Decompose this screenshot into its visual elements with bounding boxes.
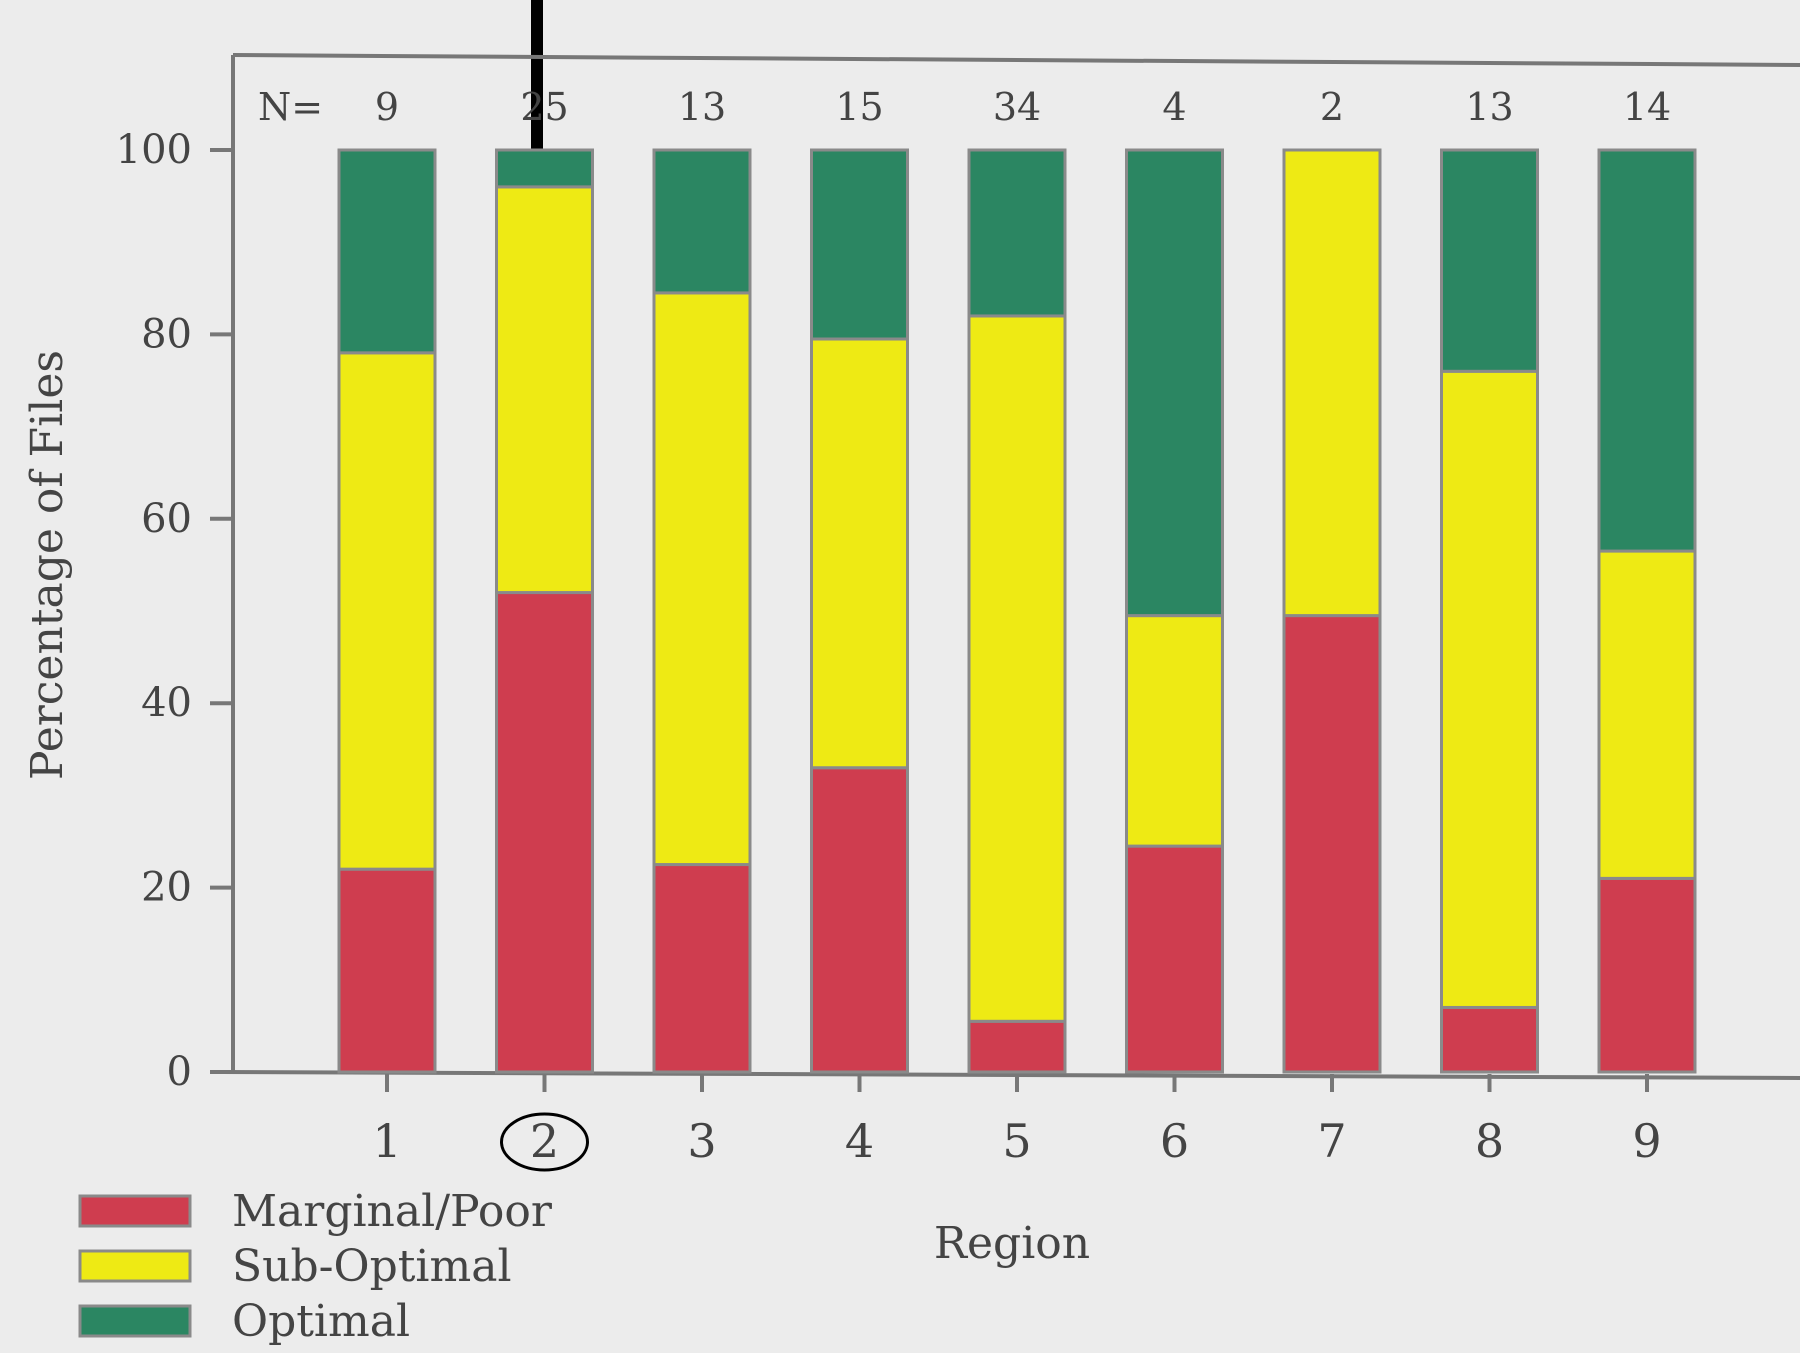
y-tick-label: 100 [116,127,192,173]
bar-column-2 [495,148,594,1074]
legend-label: Marginal/Poor [232,1186,553,1237]
bar-segment-marginal-poor-region-9 [1597,876,1697,1074]
bar-column-6 [1125,148,1224,1074]
n-count-region-1: 9 [375,85,399,129]
bar-segment-marginal-poor-region-3 [652,863,752,1074]
plot-frame [221,53,1800,1080]
legend-label: Optimal [232,1296,410,1347]
y-tick-label: 20 [141,865,192,911]
legend-swatch [78,1194,192,1228]
highlight-circle [500,1112,589,1172]
n-count-region-8: 13 [1465,85,1513,129]
legend-item-marginal-poor: Marginal/Poor [78,1186,553,1237]
bar-column-1 [337,148,437,1074]
y-tick-label: 40 [141,680,192,726]
x-tick-label-8: 8 [1475,1114,1504,1168]
bar-segment-optimal-region-6 [1125,148,1224,618]
y-tick-label: 80 [141,311,192,357]
legend-label: Sub-Optimal [232,1241,512,1292]
y-tick-label: 60 [141,496,192,542]
bar-segment-sub-optimal-region-7 [1282,148,1382,618]
x-tick-label-1: 1 [372,1114,401,1168]
bar-segment-optimal-region-9 [1597,148,1697,553]
legend-swatch [78,1304,192,1338]
bar-segment-optimal-region-3 [652,148,752,295]
bar-column-7 [1282,148,1382,1074]
x-tick-label-2: 2 [530,1114,559,1168]
n-count-row: N= 9 25 13 15 34 4 2 13 14 [258,85,1671,129]
bar-segment-optimal-region-2 [495,148,594,189]
bar-column-3 [652,148,752,1074]
bar-segment-sub-optimal-region-4 [810,337,909,770]
bar-segment-optimal-region-5 [967,148,1067,318]
bar-segment-sub-optimal-region-6 [1125,614,1224,848]
bar-segment-marginal-poor-region-8 [1440,1005,1539,1074]
x-tick-label-6: 6 [1160,1114,1189,1168]
bars-group [337,148,1697,1074]
bar-segment-marginal-poor-region-1 [337,867,437,1074]
x-tick-label-9: 9 [1632,1114,1661,1168]
bar-segment-marginal-poor-region-5 [967,1019,1067,1074]
x-axis: 1 2 3 4 5 6 7 8 9 [372,1074,1662,1172]
bar-segment-optimal-region-4 [810,148,909,341]
x-tick-label-4: 4 [845,1114,874,1168]
bar-column-5 [967,148,1067,1074]
x-tick-label-7: 7 [1317,1114,1346,1168]
y-axis-label: Percentage of Files [22,350,73,780]
bar-column-8 [1440,148,1539,1074]
legend-item-optimal: Optimal [78,1296,410,1347]
bar-column-9 [1597,148,1697,1074]
bar-segment-marginal-poor-region-7 [1282,614,1382,1074]
legend-item-sub-optimal: Sub-Optimal [78,1241,512,1292]
y-tick-label: 0 [167,1049,192,1095]
legend-swatch [78,1249,192,1283]
bar-segment-sub-optimal-region-3 [652,291,752,867]
n-count-region-2: 25 [520,85,568,129]
x-tick-label-3: 3 [687,1114,716,1168]
bar-segment-sub-optimal-region-1 [337,351,437,871]
n-count-region-5: 34 [993,85,1041,129]
bar-segment-marginal-poor-region-4 [810,766,909,1074]
n-count-region-4: 15 [835,85,883,129]
n-count-region-9: 14 [1623,85,1671,129]
bar-segment-sub-optimal-region-5 [967,314,1067,1023]
bar-segment-optimal-region-8 [1440,148,1539,373]
n-label: N= [258,85,323,129]
n-count-region-6: 4 [1162,85,1186,129]
bar-column-4 [810,148,909,1074]
x-tick-label-5: 5 [1002,1114,1031,1168]
bar-segment-optimal-region-1 [337,148,437,355]
bar-segment-sub-optimal-region-9 [1597,549,1697,880]
bar-segment-marginal-poor-region-2 [495,591,594,1074]
n-count-region-3: 13 [678,85,726,129]
bar-segment-sub-optimal-region-8 [1440,369,1539,1009]
bar-segment-sub-optimal-region-2 [495,185,594,595]
x-axis-label: Region [934,1218,1090,1269]
n-count-region-7: 2 [1320,85,1344,129]
bar-segment-marginal-poor-region-6 [1125,844,1224,1074]
y-axis: 0 20 40 60 80 100 [116,127,233,1095]
